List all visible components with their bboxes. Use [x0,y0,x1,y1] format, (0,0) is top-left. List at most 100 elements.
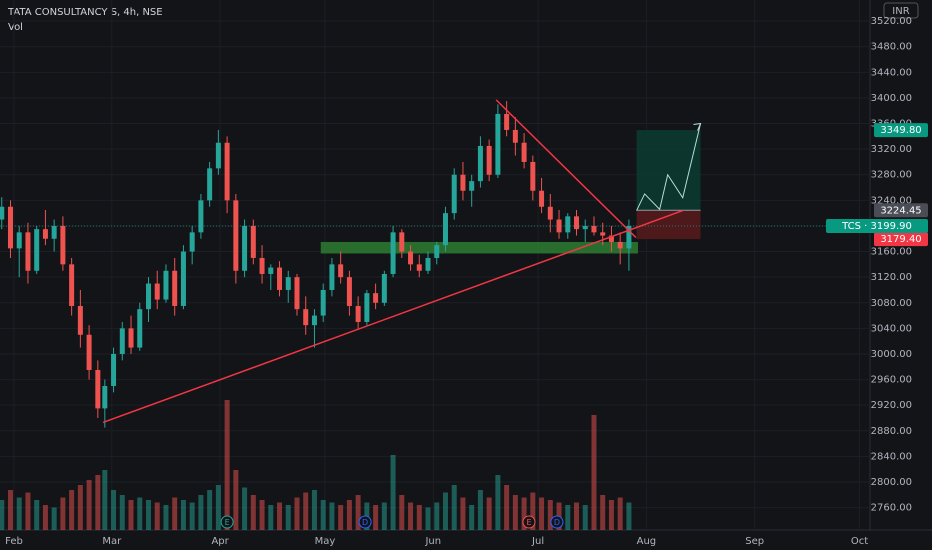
volume-bar [172,497,178,530]
x-tick-label: Feb [5,536,23,547]
candle-body [355,305,361,322]
candle-body [521,142,527,162]
y-tick-label: 3320.00 [871,144,912,155]
volume-bar [198,495,204,530]
target-label-bg [874,123,928,138]
entry-label: 3224.45 [880,205,921,216]
volume-bar [530,492,536,530]
candle-body [338,264,344,278]
projection-arrow [693,122,702,131]
volume-bar [311,490,317,530]
candle-body [180,251,186,306]
candle-body [364,293,370,322]
volume-bar [355,495,361,530]
candle-body [416,264,422,271]
volume-bar [259,500,265,530]
volume-bar [224,400,230,530]
x-tick-label: Jun [424,536,441,547]
candle-body [7,206,13,249]
stop-label-bg [874,232,928,247]
candle-body [69,264,75,306]
candle-body [51,225,57,239]
volume-bar [600,495,606,530]
candle-body [495,113,501,175]
candle-body [163,270,169,300]
y-tick-label: 2880.00 [871,426,912,437]
volume-bar [547,500,553,530]
candle-body [617,241,623,249]
y-tick-label: 3160.00 [871,247,912,258]
volume-bar [591,415,597,530]
candle-body [250,225,256,258]
volume-bar [390,455,396,530]
candle-body [399,232,405,252]
candle-body [215,142,221,169]
x-tick-label: Sep [745,536,764,547]
volume-bar [346,500,352,530]
candle-body [346,277,352,306]
volume-bar [434,502,440,530]
candle-body [207,168,213,201]
candle-body [268,267,274,274]
y-tick-label: 2800.00 [871,477,912,488]
currency-box [883,2,919,19]
y-tick-label: 2760.00 [871,503,912,514]
volume-bar [77,485,83,530]
volume-bar [277,502,283,530]
volume-bar [626,502,632,530]
candle-body [504,113,510,130]
candle-body [233,200,239,271]
volume-bar [154,502,160,530]
candle-body [224,142,230,201]
event-label: E [526,518,531,527]
candle-body [16,232,22,249]
candle-body [390,232,396,274]
volume-bar [242,487,248,530]
candle-body [111,353,117,386]
volume-bar [329,502,335,530]
candle-body [425,257,431,271]
candle-body [172,270,178,306]
volume-bar [128,500,134,530]
volume-bar [460,497,466,530]
candle-body [34,229,40,271]
candle-body [95,369,101,409]
volume-bar [189,502,195,530]
currency: INR [892,6,909,17]
volume-bar [95,475,101,530]
volume-bar [145,500,151,530]
candle-body [477,145,483,182]
y-tick-label: 3120.00 [871,272,912,283]
volume-bar [495,475,501,530]
volume-bar [215,485,221,530]
x-tick-label: Oct [851,536,868,547]
volume-bar [233,470,239,530]
candle-body [381,273,387,303]
y-tick-label: 3040.00 [871,323,912,334]
support-line [102,209,683,424]
x-tick-label: Aug [637,536,657,547]
candle-body [189,232,195,252]
volume-bar [163,505,169,530]
volume-bar [512,495,518,530]
volume-bar [451,485,457,530]
candle-body [294,277,300,310]
event-marker [220,515,234,529]
volume-bar [25,492,31,530]
candle-body [469,181,475,191]
y-tick-label: 3000.00 [871,349,912,360]
volume-bar [381,502,387,530]
candle-body [373,293,379,303]
x-tick-label: May [315,536,336,547]
y-tick-label: 3440.00 [871,67,912,78]
candle-body [0,206,5,220]
volume-bar [60,497,66,530]
candle-body [565,216,571,233]
candle-body [408,251,414,265]
y-tick-label: 2840.00 [871,451,912,462]
candle-body [303,309,309,326]
volume-bar [180,500,186,530]
candle-body [512,129,518,143]
event-label: E [225,518,230,527]
